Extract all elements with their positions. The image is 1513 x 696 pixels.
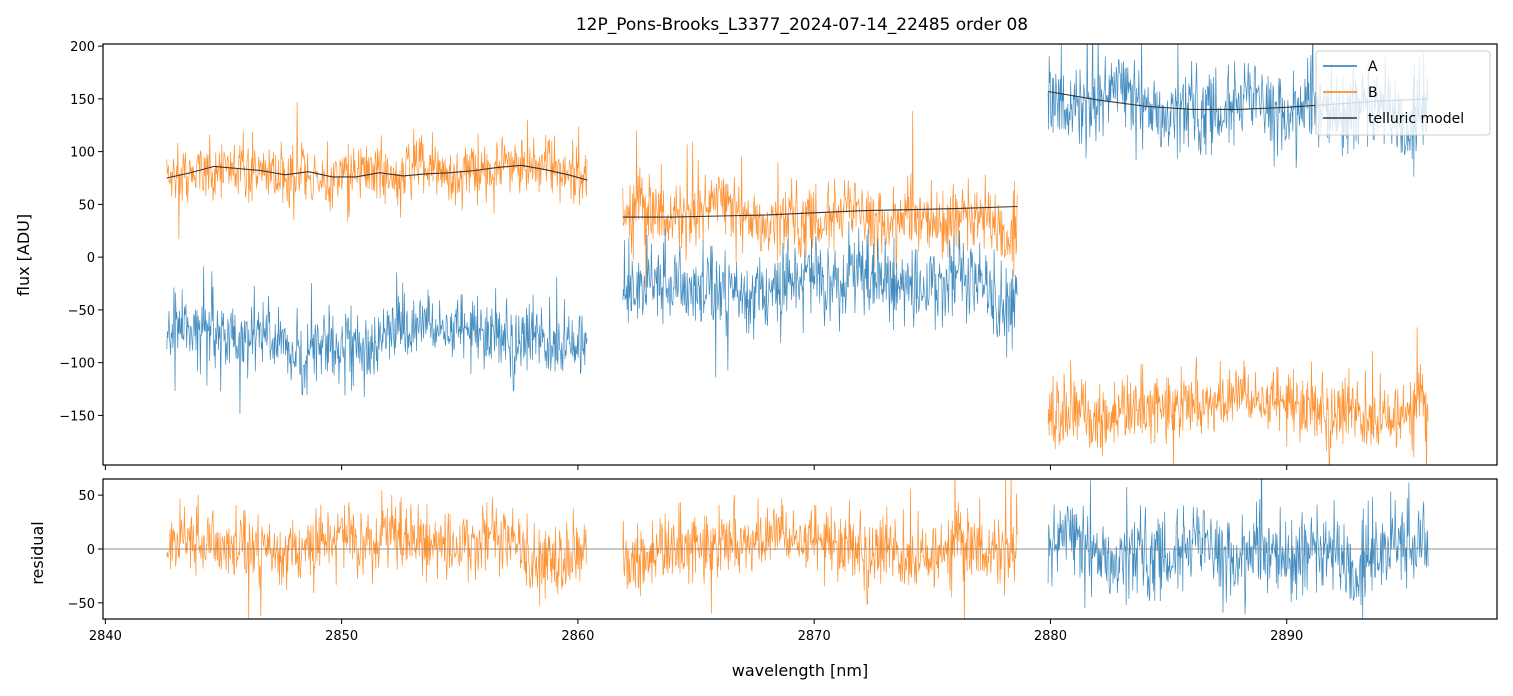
legend-label-a: A [1368, 59, 1378, 75]
main-y-tick-label: 50 [78, 198, 95, 213]
main-y-tick-label: 0 [87, 251, 95, 266]
residual-x-tick-label: 2860 [561, 629, 594, 644]
x-axis-label: wavelength [nm] [732, 661, 869, 680]
residual-x-tick-label: 2850 [325, 629, 358, 644]
residual-plot-area [103, 479, 1497, 619]
residual-x-tick-label: 2880 [1034, 629, 1067, 644]
series-a-segment-1 [166, 266, 588, 414]
main-y-axis: −150 −100 −50 0 50 100 150 200 [59, 40, 103, 424]
series-b-segment-3 [1047, 327, 1429, 465]
residual-segment-3 [1047, 479, 1429, 619]
residual-x-tick-label: 2890 [1270, 629, 1303, 644]
legend: A B telluric model [1315, 50, 1491, 136]
main-panel: −150 −100 −50 0 50 100 150 200 flux [ADU] A B t… [14, 40, 1498, 470]
series-a-segment-2 [622, 221, 1018, 378]
main-y-tick-label: 150 [70, 93, 95, 108]
chart-title: 12P_Pons-Brooks_L3377_2024-07-14_22485 o… [576, 15, 1028, 35]
telluric-model-segment-1 [166, 164, 588, 181]
residual-y-axis: −50 0 50 [68, 489, 103, 612]
residual-panel: −50 0 50 2840 2850 2860 2870 2880 2890 residual… [28, 478, 1498, 680]
legend-label-model: telluric model [1368, 111, 1464, 127]
residual-x-tick-label: 2870 [798, 629, 831, 644]
main-y-tick-label: −100 [59, 357, 95, 372]
main-axes-frame [102, 43, 1498, 466]
residual-y-tick-label: 0 [87, 543, 95, 558]
residual-segment-1 [166, 489, 588, 619]
residual-y-tick-label: −50 [68, 597, 95, 612]
main-y-axis-label: flux [ADU] [14, 214, 33, 296]
residual-y-axis-label: residual [28, 521, 47, 584]
telluric-model-segment-2 [622, 205, 1018, 218]
main-y-tick-label: −50 [68, 304, 95, 319]
main-y-tick-label: −150 [59, 409, 95, 424]
residual-x-tick-label: 2840 [89, 629, 122, 644]
series-b-segment-2 [622, 111, 1018, 288]
legend-box [1315, 50, 1491, 136]
main-y-tick-label: 200 [70, 40, 95, 55]
main-y-tick-label: 100 [70, 146, 95, 161]
residual-y-tick-label: 50 [78, 489, 95, 504]
residual-x-axis: 2840 2850 2860 2870 2880 2890 [89, 619, 1303, 644]
main-x-axis [104, 465, 1288, 470]
residual-segment-2 [622, 479, 1018, 619]
legend-label-b: B [1368, 85, 1378, 101]
series-b-segment-1 [166, 102, 588, 239]
main-plot-area [166, 44, 1429, 465]
